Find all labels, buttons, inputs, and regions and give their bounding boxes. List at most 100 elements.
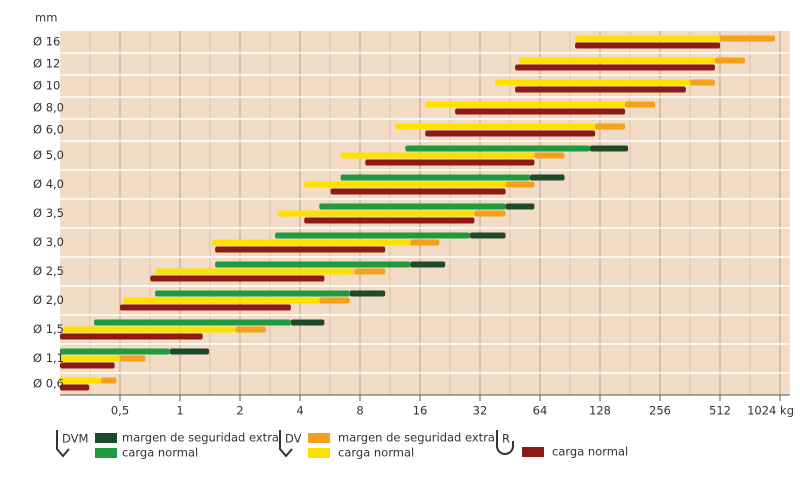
- y-category-label: Ø 3,0: [33, 235, 64, 249]
- range-bar: [215, 246, 386, 253]
- range-bar: [215, 261, 411, 268]
- range-bar: [304, 181, 506, 188]
- x-tick-label: 1: [176, 404, 183, 418]
- range-bar: [340, 152, 535, 159]
- range-bar: [155, 290, 350, 297]
- range-bar: [60, 355, 120, 362]
- legend-icon-dvm: [56, 430, 70, 458]
- range-bar: [349, 290, 386, 297]
- legend-group-label: R: [502, 432, 510, 446]
- range-bar: [330, 188, 506, 195]
- legend-group-label: DV: [285, 432, 302, 446]
- range-bar: [120, 355, 146, 362]
- range-bar: [290, 319, 325, 326]
- range-bar: [410, 261, 446, 268]
- range-bar: [60, 362, 115, 369]
- range-bar: [395, 123, 596, 130]
- legend-swatch: [308, 448, 330, 458]
- y-category-label: Ø 8,0: [33, 101, 64, 115]
- range-bar: [93, 319, 291, 326]
- y-category-label: Ø 4,0: [33, 177, 64, 191]
- legend-icon-r: [496, 430, 514, 455]
- x-tick-label: 256: [649, 404, 671, 418]
- range-bar: [365, 159, 535, 166]
- range-bar: [515, 86, 686, 93]
- x-tick-label: 64: [533, 404, 548, 418]
- legend-label: carga normal: [338, 446, 414, 460]
- range-bar: [595, 123, 626, 130]
- range-bar: [60, 333, 203, 340]
- range-bar: [277, 210, 475, 217]
- legend-label: carga normal: [552, 445, 628, 459]
- range-bar: [120, 304, 291, 311]
- range-bar: [505, 181, 535, 188]
- x-tick-label: 2: [236, 404, 243, 418]
- y-category-label: Ø 5,0: [33, 148, 64, 162]
- range-bar: [123, 297, 320, 304]
- range-bar: [714, 57, 745, 64]
- bars: [60, 35, 775, 391]
- range-bar: [60, 348, 170, 355]
- y-category-label: Ø 16: [33, 35, 60, 49]
- legend-label: margen de seguridad extra: [338, 431, 495, 445]
- range-bar: [425, 130, 596, 137]
- range-bar: [720, 35, 775, 42]
- range-bar: [469, 232, 506, 239]
- x-tick-label: 32: [473, 404, 488, 418]
- range-bar: [589, 145, 629, 152]
- range-bar: [304, 217, 475, 224]
- x-tick-label: 8: [356, 404, 363, 418]
- range-bar: [474, 210, 506, 217]
- x-tick-label: 128: [589, 404, 611, 418]
- range-bar: [575, 42, 720, 49]
- range-bar: [319, 297, 350, 304]
- legend-swatch: [95, 433, 117, 443]
- range-bar: [354, 268, 386, 275]
- range-bar: [494, 79, 690, 86]
- y-category-label: Ø 10: [33, 79, 60, 93]
- y-category-label: Ø 12: [33, 57, 60, 71]
- range-bar: [275, 232, 470, 239]
- legend-swatch: [95, 448, 117, 458]
- range-bar: [63, 326, 236, 333]
- range-bar: [169, 348, 210, 355]
- range-bar: [212, 239, 411, 246]
- range-bar: [515, 64, 715, 71]
- range-bar: [340, 174, 530, 181]
- range-bar: [518, 57, 715, 64]
- legend-icon-dv: [279, 430, 293, 458]
- y-category-label: Ø 2,0: [33, 293, 64, 307]
- y-category-label: Ø 1,1: [33, 351, 64, 365]
- range-bar: [155, 268, 355, 275]
- range-bar: [150, 275, 325, 282]
- range-bar: [100, 377, 117, 384]
- y-category-label: Ø 0,6: [33, 377, 64, 391]
- range-bar: [410, 239, 440, 246]
- y-category-label: Ø 2,5: [33, 264, 64, 278]
- range-bar: [60, 384, 90, 391]
- range-bar: [425, 101, 626, 108]
- legend-label: carga normal: [122, 446, 198, 460]
- y-category-label: Ø 6,0: [33, 123, 64, 137]
- range-bar: [689, 79, 715, 86]
- legend-label: margen de seguridad extra: [122, 431, 279, 445]
- legend-group-label: DVM: [62, 432, 88, 446]
- range-bar: [455, 108, 626, 115]
- x-tick-label: 4: [296, 404, 303, 418]
- legend-swatch: [522, 447, 544, 457]
- range-bar: [505, 203, 535, 210]
- range-bar: [625, 101, 656, 108]
- x-tick-label: 1024 kg: [747, 404, 794, 418]
- range-bar: [534, 152, 565, 159]
- x-tick-label: 16: [413, 404, 428, 418]
- y-category-label: Ø 3,5: [33, 206, 64, 220]
- range-bar: [319, 203, 506, 210]
- x-tick-label: 0,5: [111, 404, 129, 418]
- range-bar: [529, 174, 565, 181]
- range-bar: [575, 35, 720, 42]
- range-bar: [235, 326, 266, 333]
- range-bar: [405, 145, 590, 152]
